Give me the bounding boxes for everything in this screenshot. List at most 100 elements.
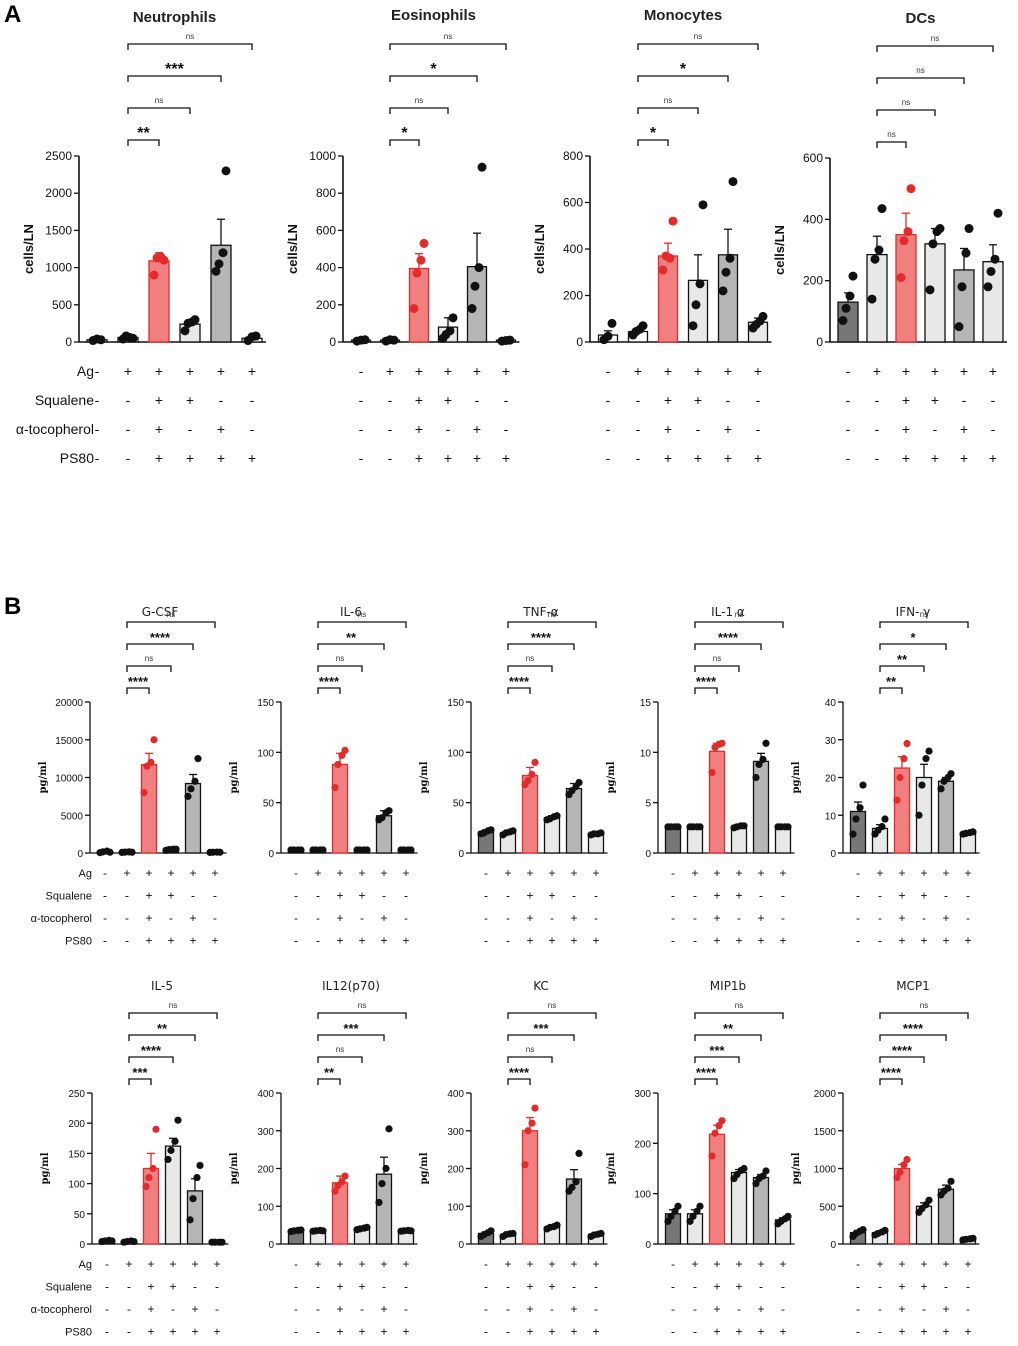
condition-sign: + [876, 1257, 883, 1271]
y-tick-label: 1000 [814, 1165, 837, 1176]
significance-bracket [879, 1034, 947, 1041]
condition-sign: - [404, 911, 408, 925]
y-tick-label: 400 [316, 261, 336, 275]
data-point [190, 315, 200, 325]
significance-label: ns [735, 610, 743, 619]
condition-sign: + [402, 1325, 409, 1339]
condition-sign: + [570, 866, 577, 880]
chart-g-csf: G-CSF 0 5000 10000 15000 20000 pg/ml **** ns ****… [38, 605, 227, 948]
significance-label: **** [509, 1065, 530, 1080]
condition-sign: + [964, 934, 971, 948]
bar [521, 1130, 539, 1245]
condition-sign: + [169, 1280, 176, 1294]
significance-label: ns [145, 654, 153, 663]
condition-sign: + [191, 1302, 198, 1316]
data-point [696, 1202, 704, 1210]
condition-sign: + [358, 1257, 365, 1271]
chart-title: IL-1 α [711, 605, 745, 619]
data-point [986, 266, 996, 276]
significance-bracket [507, 1034, 575, 1041]
data-point [964, 224, 974, 234]
significance-bracket [126, 665, 172, 672]
data-point [689, 1212, 697, 1220]
significance-label: **** [696, 1065, 717, 1080]
y-axis-label: pg/ml [229, 1152, 240, 1184]
y-tick-label: 0 [268, 1240, 274, 1251]
chart-title: IFN- γ [896, 605, 931, 619]
condition-sign: - [550, 911, 554, 925]
condition-row-label: PS80 [65, 1327, 92, 1339]
condition-sign: + [380, 934, 387, 948]
condition-sign: - [991, 421, 996, 437]
condition-sign: - [125, 889, 129, 903]
condition-sign: + [735, 866, 742, 880]
condition-sign: + [964, 1257, 971, 1271]
condition-sign: + [898, 1302, 905, 1316]
condition-sign: + [248, 450, 256, 466]
significance-label: ns [444, 32, 452, 41]
condition-sign: + [526, 1280, 533, 1294]
significance-label: ** [324, 1065, 335, 1080]
y-axis-label: pg/ml [791, 1152, 802, 1184]
data-point [838, 316, 848, 326]
condition-sign: + [169, 1325, 176, 1339]
significance-bracket [126, 643, 194, 650]
data-point [740, 1164, 748, 1173]
condition-sign: - [671, 1302, 675, 1316]
condition-sign: + [145, 866, 152, 880]
y-axis-label: cells/LN [532, 224, 547, 274]
condition-sign: - [359, 392, 364, 408]
data-point [524, 1127, 532, 1135]
y-tick-label: 200 [634, 1139, 651, 1150]
data-point [691, 300, 701, 310]
data-point [698, 200, 708, 210]
data-point [983, 282, 993, 292]
data-point [331, 783, 339, 792]
condition-sign: - [388, 392, 393, 408]
data-point [638, 321, 648, 331]
condition-sign: + [898, 866, 905, 880]
condition-sign: + [526, 1302, 533, 1316]
condition-sign: - [404, 1280, 408, 1294]
condition-sign: + [754, 450, 762, 466]
significance-label: **** [319, 674, 340, 689]
condition-sign: - [193, 1280, 197, 1294]
bar [708, 1133, 726, 1245]
significance-label: **** [141, 1043, 162, 1058]
condition-sign: + [713, 1302, 720, 1316]
condition-sign: - [594, 889, 598, 903]
significance-label: * [401, 125, 408, 142]
condition-sign: + [336, 1280, 343, 1294]
data-point [893, 1173, 901, 1182]
y-tick-label: 50 [453, 799, 465, 810]
condition-sign: + [217, 421, 225, 437]
significance-bracket [694, 687, 718, 694]
y-tick-label: 10 [640, 748, 652, 759]
condition-sign: - [188, 421, 193, 437]
y-tick-label: 2000 [45, 186, 72, 200]
data-point [218, 1238, 226, 1246]
condition-sign: - [878, 911, 882, 925]
data-point [375, 1198, 383, 1207]
condition-sign: + [415, 450, 423, 466]
condition-sign: + [502, 450, 510, 466]
condition-sign: - [105, 1257, 109, 1271]
significance-bracket [879, 665, 925, 672]
data-point [194, 755, 202, 763]
significance-bracket [879, 621, 969, 628]
significance-bracket [317, 1056, 363, 1063]
y-axis-label: pg/ml [419, 1152, 430, 1184]
condition-sign: + [735, 1257, 742, 1271]
data-point [937, 785, 945, 793]
y-tick-label: 50 [74, 1210, 86, 1221]
data-point [505, 335, 515, 345]
data-point [903, 739, 911, 748]
condition-sign: - [856, 889, 860, 903]
significance-label: ns [920, 1001, 928, 1010]
condition-sign: - [572, 1280, 576, 1294]
y-tick-label: 0 [329, 335, 336, 349]
condition-sign: - [388, 421, 393, 437]
y-tick-label: 0 [816, 335, 823, 349]
condition-sign: + [876, 866, 883, 880]
